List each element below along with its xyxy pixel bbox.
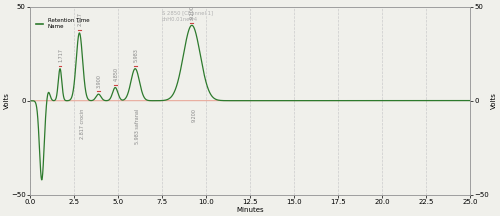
- Y-axis label: Volts: Volts: [4, 92, 10, 109]
- Text: S 2850 [Channel 1]
chH0.01new4: S 2850 [Channel 1] chH0.01new4: [162, 10, 213, 22]
- Text: 9.200: 9.200: [190, 5, 195, 19]
- Text: 9.200: 9.200: [192, 108, 197, 122]
- Legend: Retention Time
Name: Retention Time Name: [34, 16, 92, 31]
- Text: 5.983: 5.983: [134, 48, 138, 62]
- Text: 4.850: 4.850: [114, 67, 118, 81]
- Y-axis label: Volts: Volts: [490, 92, 496, 109]
- Text: 2.817 crocin: 2.817 crocin: [80, 108, 84, 138]
- Text: 1.717: 1.717: [58, 48, 64, 62]
- Text: 5.983 safranal: 5.983 safranal: [136, 108, 140, 144]
- Text: 3.900: 3.900: [97, 74, 102, 87]
- X-axis label: Minutes: Minutes: [236, 206, 264, 213]
- Text: 2.817: 2.817: [78, 12, 83, 26]
